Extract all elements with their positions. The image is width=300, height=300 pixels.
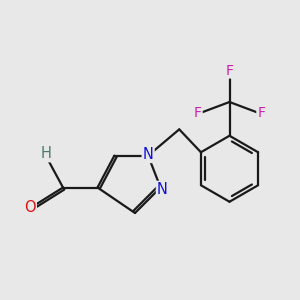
Text: O: O — [24, 200, 36, 214]
Text: F: F — [194, 106, 202, 120]
Text: N: N — [157, 182, 168, 197]
Text: F: F — [226, 64, 233, 77]
Text: H: H — [40, 146, 51, 161]
Text: F: F — [257, 106, 266, 120]
Text: N: N — [143, 147, 154, 162]
